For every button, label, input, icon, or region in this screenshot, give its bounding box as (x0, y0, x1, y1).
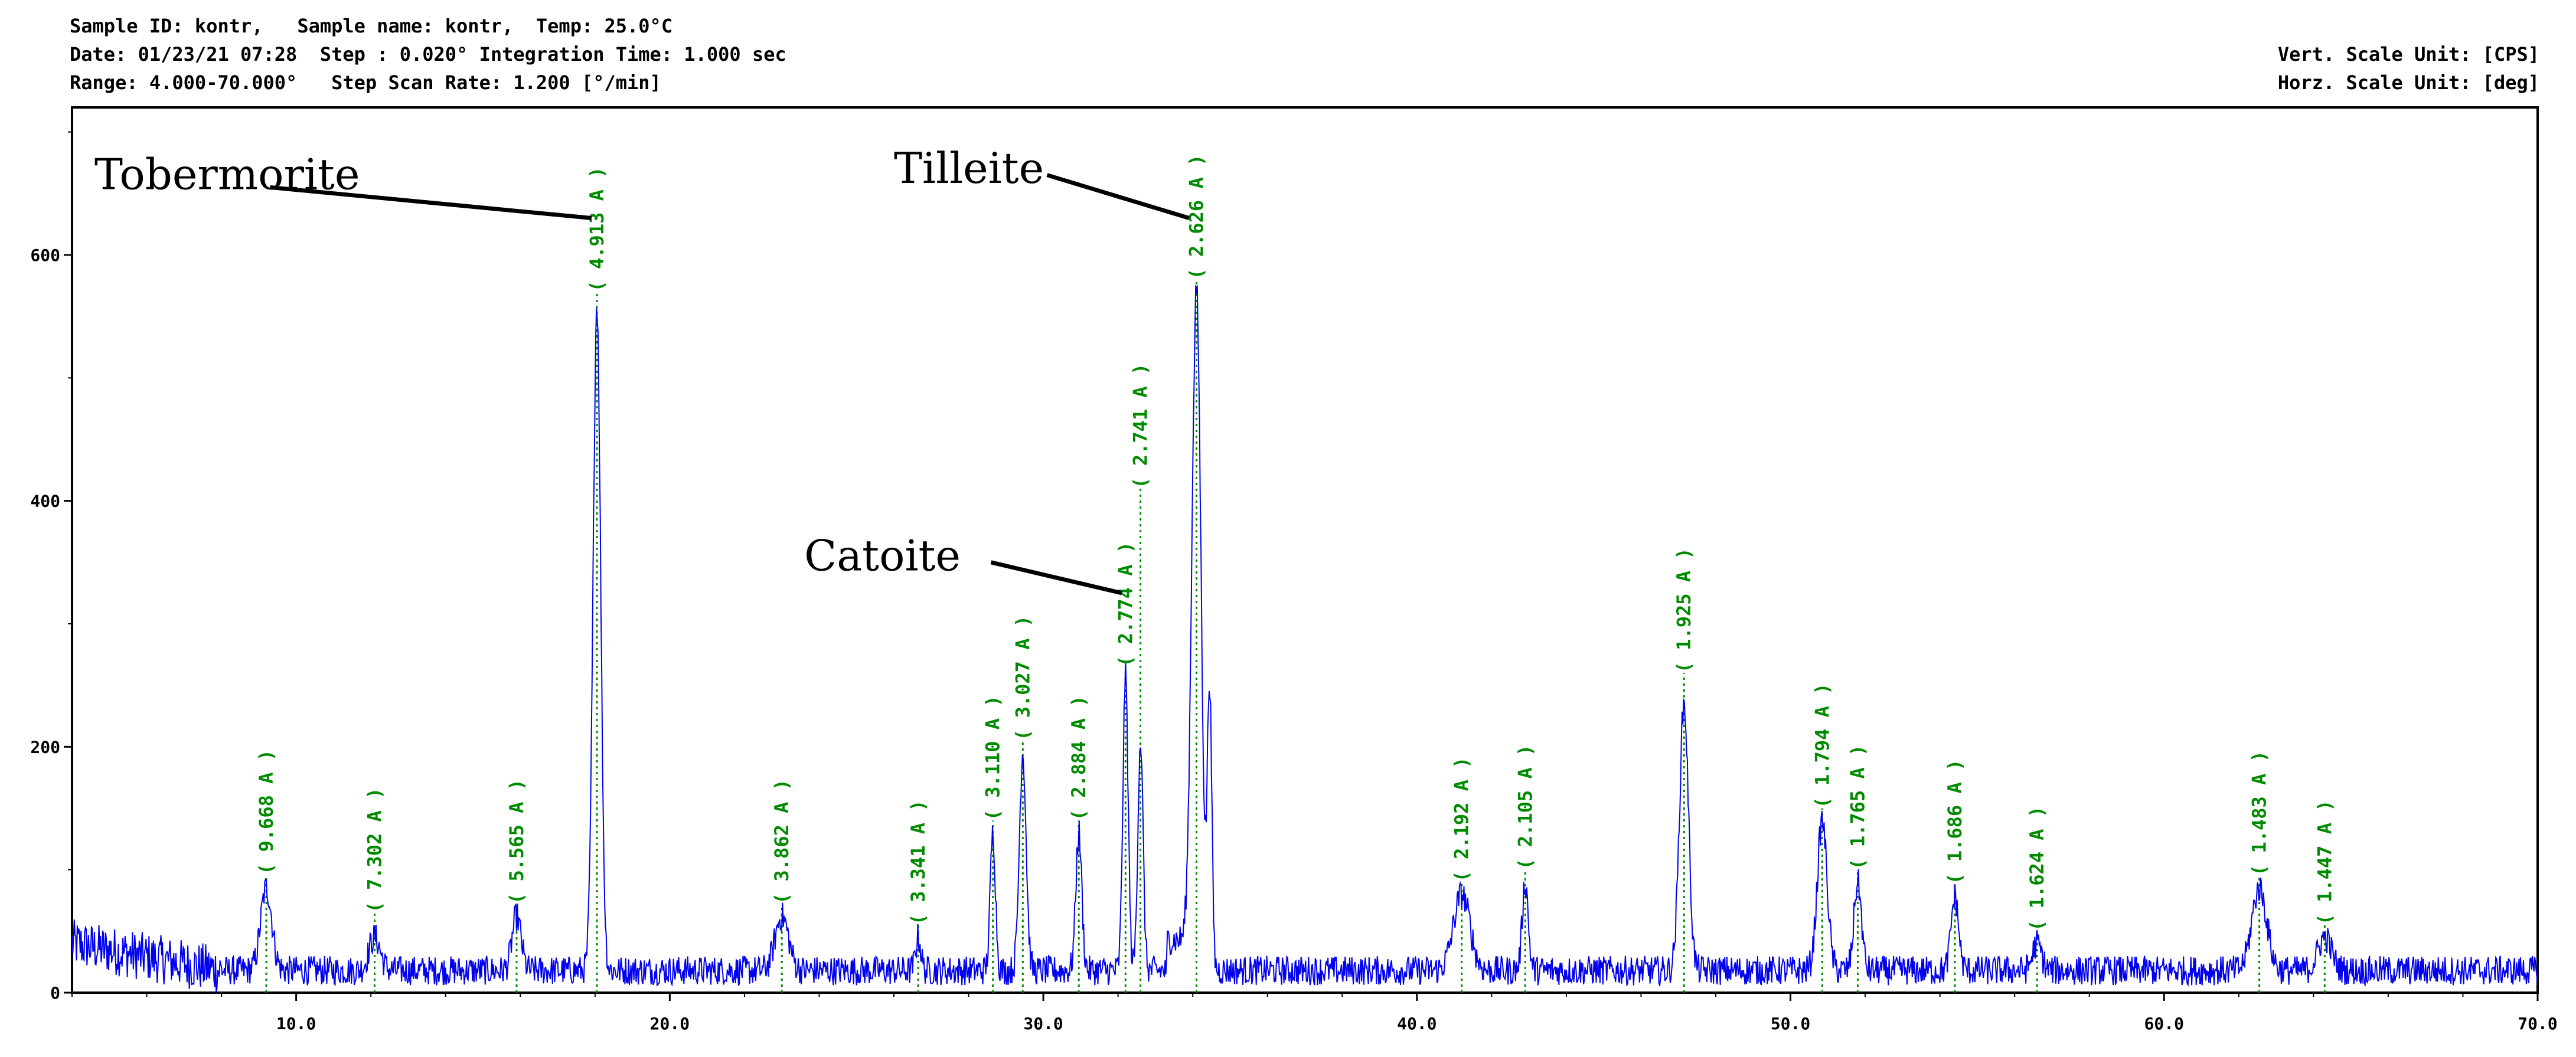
phase-annotation-pointer (1046, 173, 1190, 220)
peak-label: ( 2.741 A ) (1129, 364, 1152, 489)
y-tick-label: 0 (50, 983, 60, 1003)
peak-label: ( 1.483 A ) (2248, 751, 2271, 876)
x-tick-label: 30.0 (1023, 1014, 1063, 1033)
phase-annotation-pointer (990, 560, 1122, 595)
peak-label: ( 1.624 A ) (2026, 806, 2048, 931)
diffraction-pattern (71, 285, 2538, 993)
peak-label: ( 1.794 A ) (1811, 683, 1833, 809)
peak-drop-lines (265, 279, 2326, 993)
peak-d-spacing-labels: ( 9.668 A ) ( 7.302 A ) ( 5.565 A ) ( 4.913… (255, 155, 2336, 931)
y-tick-label: 400 (30, 492, 60, 511)
peak-label: ( 2.192 A ) (1451, 757, 1473, 882)
pattern-trace (71, 285, 2538, 993)
plot-frame (71, 106, 2539, 994)
peak-label: ( 3.110 A ) (982, 695, 1004, 820)
header-line-range: Range: 4.000-70.000° Step Scan Rate: 1.2… (70, 71, 661, 94)
peak-label: ( 1.765 A ) (1846, 745, 1869, 870)
x-tick-label: 50.0 (1771, 1014, 1810, 1033)
x-tick-label: 70.0 (2518, 1014, 2557, 1033)
x-tick-label: 10.0 (276, 1014, 316, 1033)
peak-label: ( 3.027 A ) (1011, 616, 1034, 741)
phase-annotation-label: Catoite (804, 531, 961, 580)
peak-label: ( 1.925 A ) (1673, 548, 1695, 673)
peak-label: ( 7.302 A ) (364, 788, 386, 913)
y-tick-label: 200 (30, 737, 60, 757)
peak-label: ( 4.913 A ) (586, 167, 608, 292)
peak-label: ( 3.862 A ) (770, 779, 793, 904)
peak-label: ( 2.774 A ) (1114, 542, 1137, 667)
phase-annotation-label: Tilleite (894, 143, 1044, 193)
y-tick-label: 600 (30, 246, 60, 265)
peak-label: ( 1.686 A ) (1944, 760, 1966, 885)
x-tick-label: 20.0 (650, 1014, 690, 1033)
horizontal-scale-unit: Horz. Scale Unit: [deg] (2277, 71, 2539, 94)
header-line-sample: Sample ID: kontr, Sample name: kontr, Te… (70, 15, 673, 37)
scan-info-header: Sample ID: kontr, Sample name: kontr, Te… (0, 0, 2576, 106)
x-tick-label: 40.0 (1397, 1014, 1436, 1033)
header-line-date: Date: 01/23/21 07:28 Step : 0.020° Integ… (70, 43, 786, 66)
peak-label: ( 1.447 A ) (2313, 800, 2336, 925)
axis-ticks: 10.0 20.0 30.0 40.0 50.0 60.0 70.0 0 200 400 600 (30, 131, 2558, 1033)
peak-label: ( 3.341 A ) (907, 800, 929, 925)
peak-label: ( 2.105 A ) (1514, 745, 1536, 870)
phase-annotation-pointer (270, 185, 592, 220)
peak-label: ( 2.884 A ) (1067, 695, 1090, 820)
peak-label: ( 5.565 A ) (505, 779, 528, 904)
peak-label: ( 9.668 A ) (255, 750, 277, 875)
vertical-scale-unit: Vert. Scale Unit: [CPS] (2277, 43, 2539, 66)
x-tick-label: 60.0 (2144, 1014, 2184, 1033)
